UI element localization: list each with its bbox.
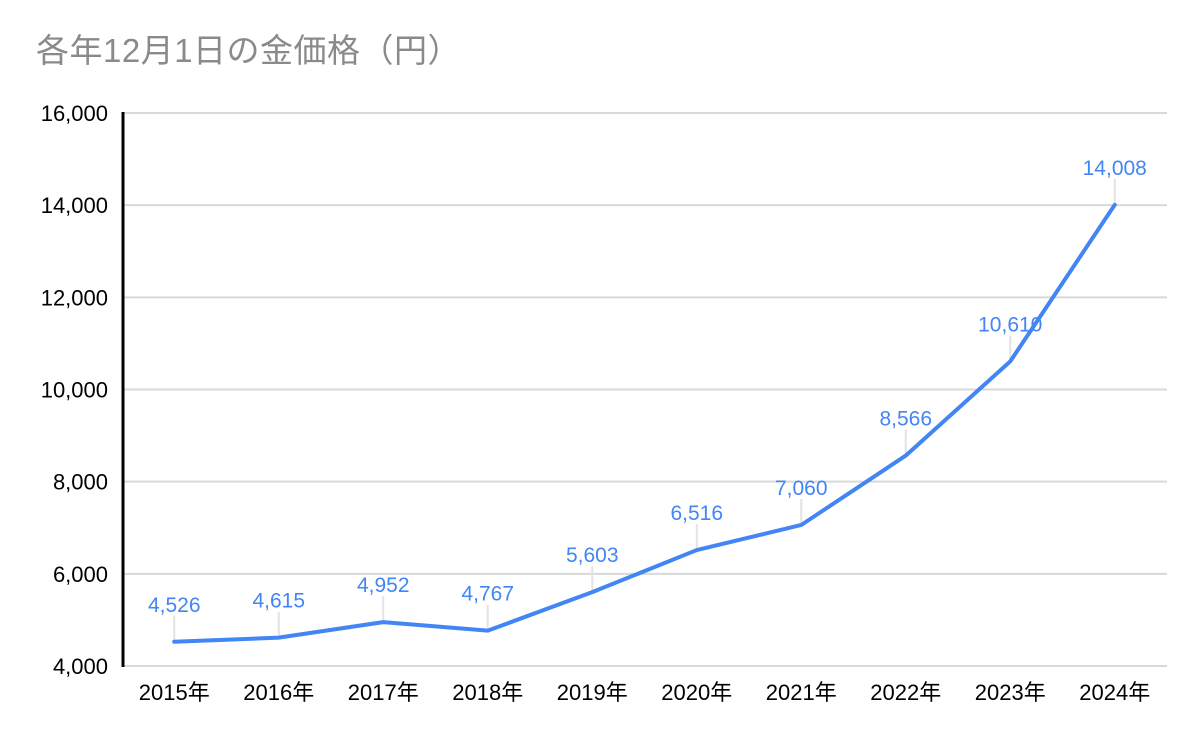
price-line <box>172 202 1117 644</box>
x-axis-label: 2020年 <box>661 680 732 705</box>
data-label: 6,516 <box>670 502 723 525</box>
data-label: 4,615 <box>252 590 305 613</box>
y-axis-tick-label: 12,000 <box>41 285 108 310</box>
data-label: 8,566 <box>879 408 932 431</box>
data-label: 4,767 <box>461 583 514 606</box>
x-axis-label: 2015年 <box>139 680 210 705</box>
x-axis-label: 2018年 <box>452 680 523 705</box>
y-axis-tick-label: 6,000 <box>53 562 108 587</box>
data-label: 14,008 <box>1083 157 1147 180</box>
data-label: 10,610 <box>978 313 1042 336</box>
chart-title: 各年12月1日の金価格（円） <box>36 32 462 69</box>
data-label: 5,603 <box>566 544 619 567</box>
x-axis-label: 2017年 <box>348 680 419 705</box>
x-axis-label: 2024年 <box>1079 680 1150 705</box>
y-axis-tick-label: 4,000 <box>53 654 108 679</box>
y-axis-tick-label: 16,000 <box>41 101 108 126</box>
data-label: 4,952 <box>357 574 410 597</box>
y-axis-tick-label: 10,000 <box>41 378 108 403</box>
x-axis-label: 2023年 <box>975 680 1046 705</box>
x-axis-label: 2019年 <box>557 680 628 705</box>
x-axis-label: 2022年 <box>870 680 941 705</box>
y-axis-tick-label: 8,000 <box>53 470 108 495</box>
data-label: 7,060 <box>775 477 828 500</box>
x-axis-label: 2016年 <box>243 680 314 705</box>
x-axis-label: 2021年 <box>766 680 837 705</box>
y-axis-tick-label: 14,000 <box>41 193 108 218</box>
data-label: 4,526 <box>148 594 201 617</box>
